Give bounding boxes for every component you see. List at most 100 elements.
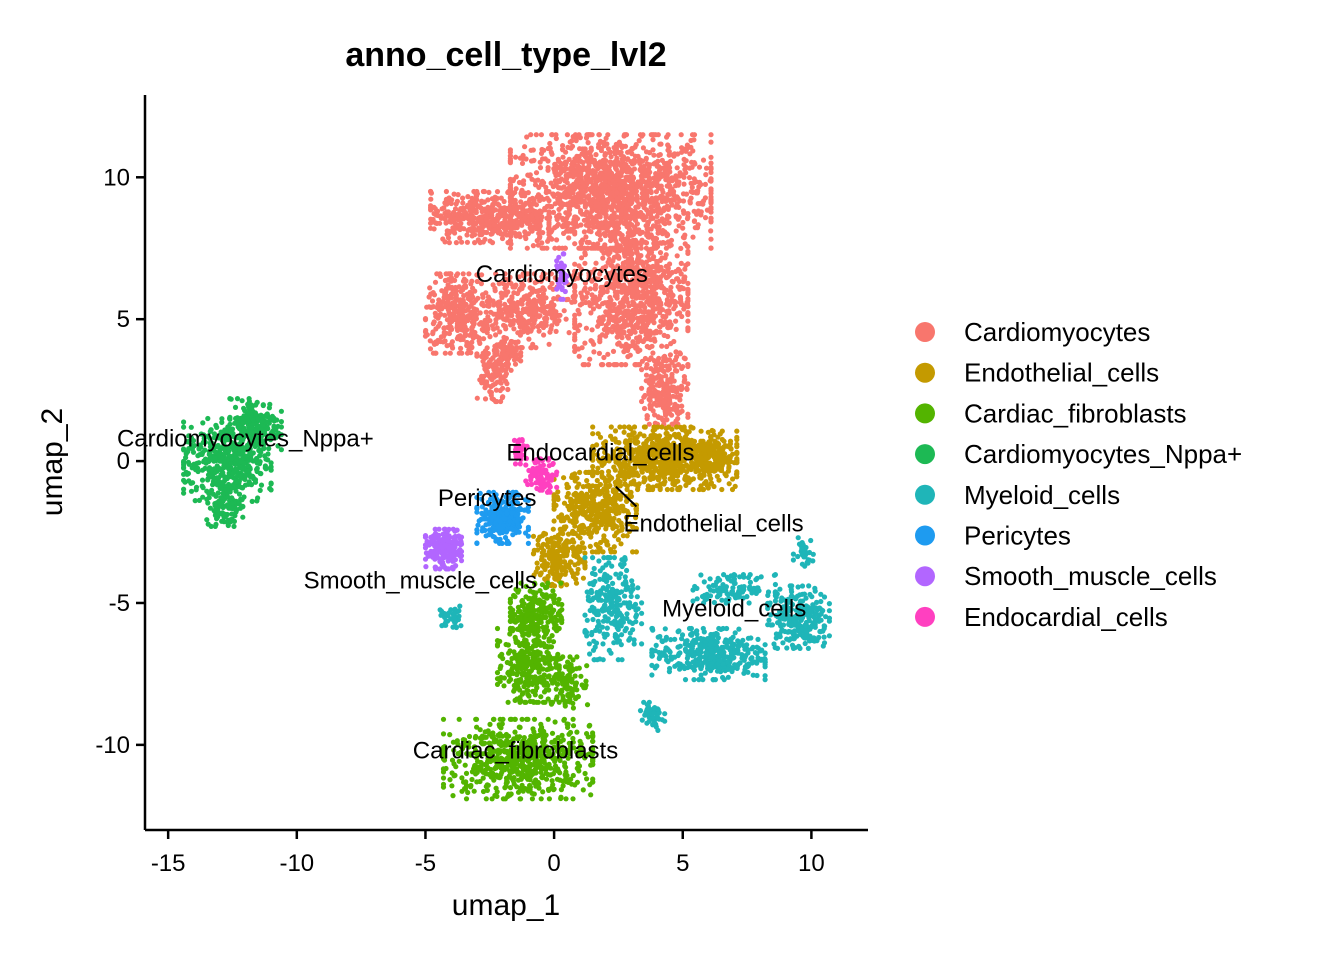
data-point — [673, 228, 679, 234]
data-point — [602, 493, 608, 499]
data-point — [504, 206, 510, 212]
data-point — [486, 189, 492, 195]
data-point — [441, 325, 447, 331]
data-point — [604, 329, 610, 336]
data-point — [526, 336, 532, 342]
data-point — [583, 325, 590, 331]
data-point — [539, 301, 545, 307]
data-point — [596, 350, 603, 356]
data-point — [734, 437, 740, 443]
data-point — [539, 178, 546, 184]
data-point — [444, 201, 450, 207]
data-point — [688, 195, 694, 201]
data-point — [504, 232, 510, 238]
data-point — [621, 330, 627, 336]
data-point — [563, 228, 570, 234]
data-point — [448, 278, 454, 284]
data-point — [650, 469, 657, 475]
data-point — [708, 209, 714, 215]
data-point — [579, 301, 585, 307]
data-point — [582, 260, 588, 266]
data-point — [564, 485, 570, 491]
data-point — [611, 182, 617, 188]
data-point — [485, 326, 491, 332]
data-point — [539, 214, 545, 220]
data-point — [684, 469, 690, 475]
data-point — [442, 277, 448, 284]
data-point — [667, 352, 674, 358]
data-point — [630, 339, 636, 345]
data-point — [516, 356, 522, 362]
data-point — [654, 178, 660, 184]
data-point — [685, 318, 691, 324]
data-point — [469, 339, 475, 345]
data-point — [538, 150, 545, 156]
data-point — [611, 145, 617, 151]
data-point — [685, 280, 691, 286]
data-point — [533, 170, 540, 176]
data-point — [585, 150, 591, 156]
data-point — [494, 348, 500, 354]
data-point — [630, 288, 636, 294]
data-point — [576, 311, 582, 317]
data-point — [509, 229, 515, 236]
data-point — [653, 239, 659, 245]
data-point — [587, 356, 593, 362]
data-point — [552, 169, 559, 175]
data-point — [572, 214, 578, 220]
data-point — [732, 483, 738, 489]
data-point — [469, 294, 475, 300]
data-point — [554, 237, 560, 243]
data-point — [592, 200, 599, 206]
data-point — [679, 386, 685, 392]
data-point — [599, 332, 606, 338]
data-point — [483, 362, 490, 368]
data-point — [481, 199, 487, 205]
data-point — [673, 433, 679, 439]
data-point — [517, 332, 524, 338]
data-point — [673, 326, 679, 332]
data-point — [646, 380, 652, 386]
data-point — [583, 154, 589, 160]
data-point — [640, 202, 646, 208]
data-point — [628, 493, 635, 499]
data-point — [619, 343, 625, 349]
data-point — [690, 234, 696, 240]
data-point — [617, 162, 624, 168]
data-point — [685, 414, 691, 420]
data-point — [561, 475, 567, 481]
data-point — [644, 299, 650, 305]
data-point — [578, 244, 584, 250]
data-point — [584, 290, 591, 296]
data-point — [625, 343, 631, 349]
data-point — [525, 296, 531, 302]
data-point — [634, 184, 640, 190]
data-point — [582, 280, 589, 286]
data-point — [493, 387, 499, 393]
data-point — [573, 493, 579, 499]
data-point — [664, 486, 671, 493]
data-point — [443, 213, 449, 219]
data-point — [577, 146, 583, 152]
data-point — [480, 292, 486, 298]
data-point — [644, 225, 651, 231]
data-point — [590, 424, 596, 430]
data-point — [582, 285, 588, 291]
data-point — [672, 298, 678, 304]
data-point — [633, 362, 639, 368]
data-point — [488, 231, 494, 237]
data-point — [513, 308, 519, 315]
data-point — [571, 173, 577, 179]
data-point — [667, 165, 673, 171]
data-point — [470, 285, 476, 291]
data-point — [608, 424, 614, 430]
data-point — [522, 229, 528, 235]
data-point — [513, 174, 519, 180]
data-point — [585, 201, 591, 207]
data-point — [512, 361, 519, 367]
data-point — [545, 145, 551, 152]
data-point — [448, 200, 454, 207]
data-point — [506, 346, 512, 353]
data-point — [680, 364, 686, 370]
data-point — [655, 203, 661, 209]
